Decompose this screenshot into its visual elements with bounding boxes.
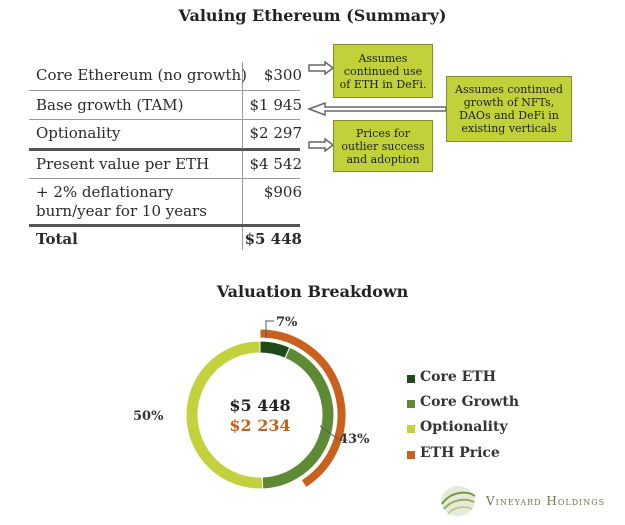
vineyard-leaf-icon [441, 486, 476, 516]
note-core-line: continued use [343, 64, 423, 78]
note-growth-line: growth of NFTs, [463, 96, 555, 109]
pct-leader-growth [319, 425, 339, 440]
note-core-line: Assumes [358, 51, 408, 65]
note-core-line: of ETH in DeFi. [339, 77, 427, 91]
row-divider [29, 119, 300, 120]
note-optionality: Prices for outlier success and adoption [333, 120, 433, 172]
row-core-value: $300 [263, 66, 302, 84]
logo-wordmark: Vineyard Holdings [486, 494, 606, 508]
row-total-label: Total [36, 230, 78, 248]
donut-center-price: $2 234 [229, 416, 291, 435]
row-divider [29, 178, 300, 179]
pct-leader-core [265, 320, 274, 338]
legend-swatch-eth-price [407, 451, 415, 459]
note-arrows [306, 60, 447, 153]
arrow-note-1 [308, 60, 335, 76]
row-burn-value: $906 [263, 183, 302, 201]
note-growth-line: existing verticals [461, 122, 557, 135]
legend-swatch-optionality [407, 425, 415, 433]
row-pv-value: $4 542 [249, 155, 303, 173]
breakdown-title: Valuation Breakdown [216, 282, 409, 301]
donut-slice-optionality [185, 340, 264, 490]
note-growth-line: Assumes continued [455, 83, 563, 96]
row-burn-label-2: burn/year for 10 years [36, 202, 207, 220]
pct-label-optionality: 50% [133, 409, 164, 424]
note-growth-line: DAOs and DeFi in [459, 109, 559, 122]
arrow-note-3 [308, 137, 335, 153]
row-pv-label: Present value per ETH [36, 155, 210, 173]
pct-label-core: 7% [276, 315, 298, 330]
note-core: Assumes continued use of ETH in DeFi. [333, 44, 433, 98]
valuation-donut-chart [185, 328, 347, 490]
note-optionality-line: outlier success [341, 139, 425, 153]
pct-label-growth: 43% [339, 432, 370, 447]
row-core-label: Core Ethereum (no growth) [36, 66, 248, 84]
subtotal-divider [29, 148, 300, 151]
legend-label-eth-price: ETH Price [420, 445, 500, 461]
summary-title: Valuing Ethereum (Summary) [178, 6, 447, 25]
table-column-divider [242, 62, 243, 250]
total-divider [29, 224, 300, 227]
note-growth: Assumes continued growth of NFTs, DAOs a… [446, 76, 572, 142]
donut-center-total: $5 448 [229, 396, 291, 415]
row-total-value: $5 448 [244, 230, 302, 248]
donut-slice-core-eth [259, 340, 291, 359]
legend-label-core-eth: Core ETH [420, 369, 496, 385]
legend-label-core-growth: Core Growth [420, 394, 520, 410]
note-optionality-line: Prices for [356, 126, 410, 140]
donut-slice-eth-price [259, 328, 347, 489]
row-burn-label-1: + 2% deflationary [36, 183, 174, 201]
legend-swatch-core-growth [407, 400, 415, 408]
row-growth-value: $1 945 [249, 96, 303, 114]
legend-label-optionality: Optionality [420, 419, 508, 435]
legend-swatch-core-eth [407, 375, 415, 383]
note-optionality-line: and adoption [346, 152, 420, 166]
row-divider [29, 90, 300, 91]
row-growth-label: Base growth (TAM) [36, 96, 184, 114]
vineyard-logo: Vineyard Holdings [438, 484, 618, 518]
row-optionality-value: $2 297 [249, 124, 303, 142]
arrow-note-2 [306, 101, 447, 117]
row-optionality-label: Optionality [36, 124, 121, 142]
